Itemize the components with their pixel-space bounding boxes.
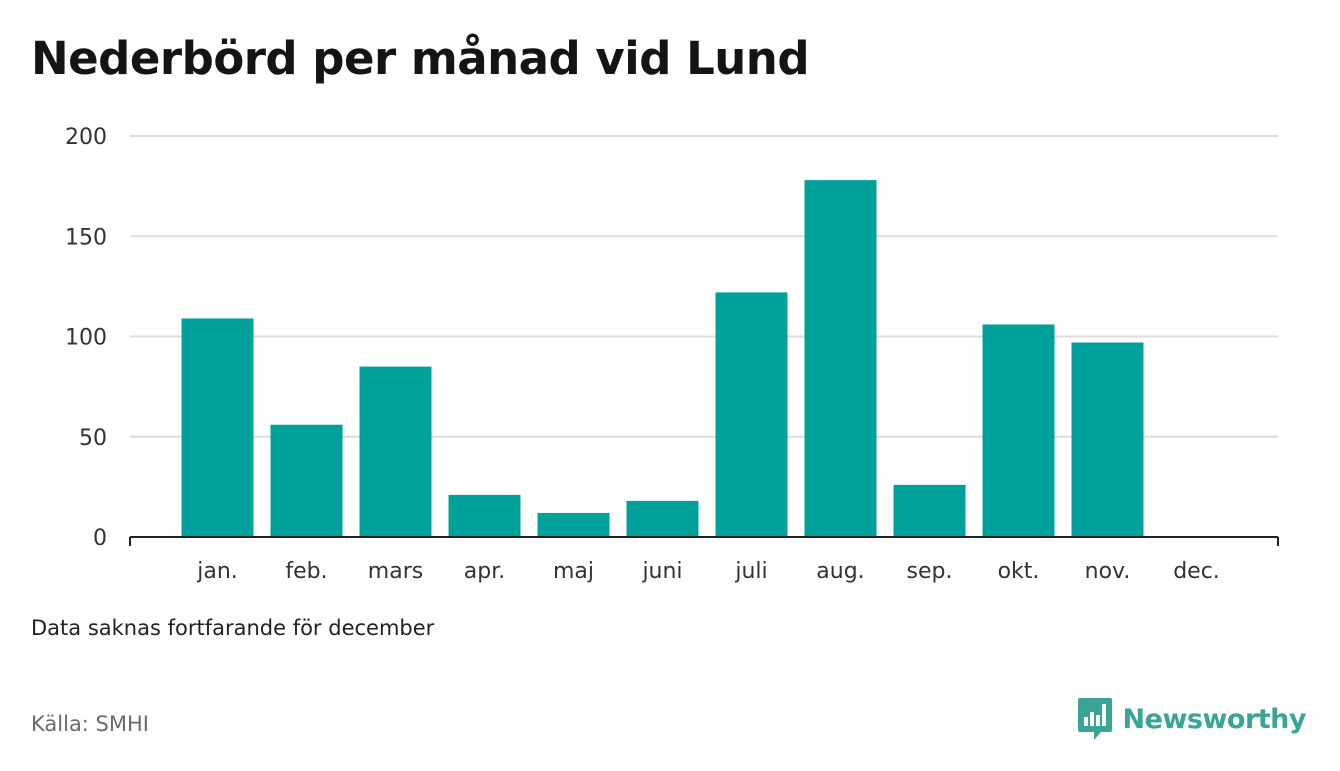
x-tick-label: dec. — [1173, 559, 1220, 584]
y-tick-label: 200 — [65, 125, 107, 150]
brand-logo[interactable]: Newsworthy — [1077, 697, 1307, 741]
x-axis-ticks: jan. feb. mars apr. maj juni juli aug. sep. okt. n… — [196, 559, 1220, 584]
x-tick-label: maj — [553, 559, 594, 584]
bar[interactable] — [804, 180, 877, 538]
bar[interactable] — [626, 500, 699, 537]
bar[interactable] — [537, 512, 610, 537]
x-tick-label: okt. — [998, 559, 1040, 584]
y-tick-label: 0 — [93, 526, 107, 551]
data-note: Data saknas fortfarande för december — [31, 616, 435, 640]
bar[interactable] — [893, 484, 966, 537]
bar[interactable] — [1071, 342, 1144, 537]
x-tick-label: nov. — [1085, 559, 1131, 584]
bar[interactable] — [181, 318, 254, 537]
x-tick-label: apr. — [464, 559, 505, 584]
y-tick-label: 150 — [65, 225, 107, 250]
x-tick-label: sep. — [907, 559, 953, 584]
source-label: Källa: SMHI — [31, 712, 149, 736]
bar[interactable] — [270, 424, 343, 537]
bar[interactable] — [359, 366, 432, 537]
x-tick-label: feb. — [285, 559, 327, 584]
x-axis — [129, 536, 1279, 546]
y-tick-label: 50 — [79, 426, 107, 451]
bar[interactable] — [982, 324, 1055, 537]
bar-chart: 0 50 100 150 200 jan. feb. mars apr. maj juni juli… — [65, 125, 1279, 584]
bar[interactable] — [448, 494, 521, 537]
y-tick-label: 100 — [65, 326, 107, 351]
bar[interactable] — [715, 292, 788, 537]
bars — [181, 180, 1144, 538]
x-tick-label: aug. — [816, 559, 864, 584]
x-tick-label: jan. — [196, 559, 238, 584]
brand-name: Newsworthy — [1122, 703, 1307, 735]
x-tick-label: juli — [734, 559, 767, 584]
x-tick-label: mars — [368, 559, 423, 584]
y-axis-ticks: 0 50 100 150 200 — [65, 125, 107, 551]
x-tick-label: juni — [641, 559, 682, 584]
newsworthy-logo-icon — [1077, 698, 1112, 740]
chart-title: Nederbörd per månad vid Lund — [31, 32, 810, 85]
